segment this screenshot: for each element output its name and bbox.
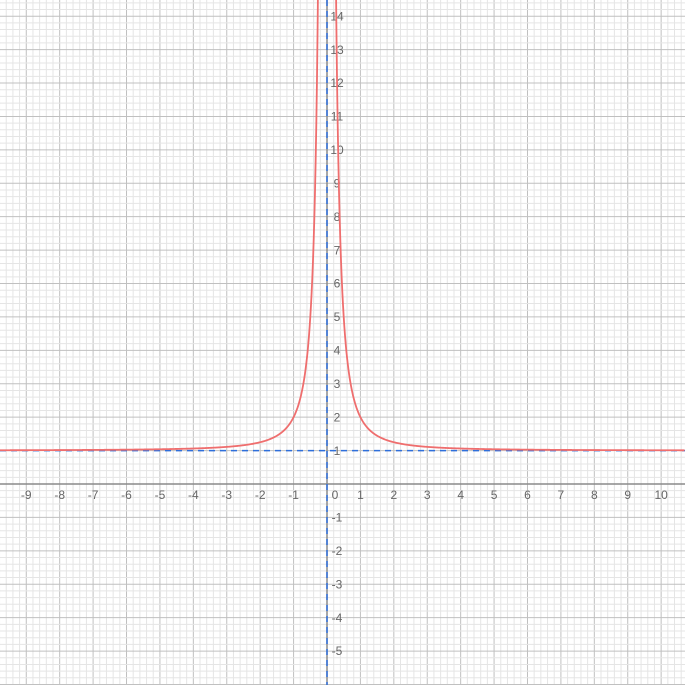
x-tick-label: 2 xyxy=(390,488,397,502)
y-tick-label: -4 xyxy=(332,611,343,625)
x-tick-label: -1 xyxy=(288,488,299,502)
y-tick-label: -5 xyxy=(332,644,343,658)
x-tick-label: 7 xyxy=(558,488,565,502)
x-tick-label: 8 xyxy=(591,488,598,502)
y-tick-label: 10 xyxy=(330,143,344,157)
y-tick-label: -3 xyxy=(332,577,343,591)
y-tick-label: 2 xyxy=(334,410,341,424)
x-tick-label: -2 xyxy=(255,488,266,502)
x-tick-label: 1 xyxy=(357,488,364,502)
x-tick-label: -8 xyxy=(54,488,65,502)
x-tick-label: -3 xyxy=(221,488,232,502)
y-tick-label: 1 xyxy=(334,444,341,458)
x-tick-label: 10 xyxy=(654,488,668,502)
x-tick-label: -5 xyxy=(155,488,166,502)
y-tick-label: -2 xyxy=(332,544,343,558)
x-tick-label: -7 xyxy=(88,488,99,502)
y-tick-label: -1 xyxy=(332,511,343,525)
y-tick-label: 4 xyxy=(334,344,341,358)
x-tick-label: -4 xyxy=(188,488,199,502)
x-tick-label: 4 xyxy=(457,488,464,502)
y-tick-label: 6 xyxy=(334,277,341,291)
function-graph: -9-8-7-6-5-4-3-2-10123456789101413121110… xyxy=(0,0,685,685)
x-tick-label: 6 xyxy=(524,488,531,502)
y-tick-label: 5 xyxy=(334,310,341,324)
x-tick-label: -9 xyxy=(21,488,32,502)
x-tick-label: 3 xyxy=(424,488,431,502)
y-tick-label: 3 xyxy=(334,377,341,391)
x-tick-label: 0 xyxy=(332,488,339,502)
x-tick-label: 9 xyxy=(624,488,631,502)
x-tick-label: -6 xyxy=(121,488,132,502)
x-tick-label: 5 xyxy=(491,488,498,502)
